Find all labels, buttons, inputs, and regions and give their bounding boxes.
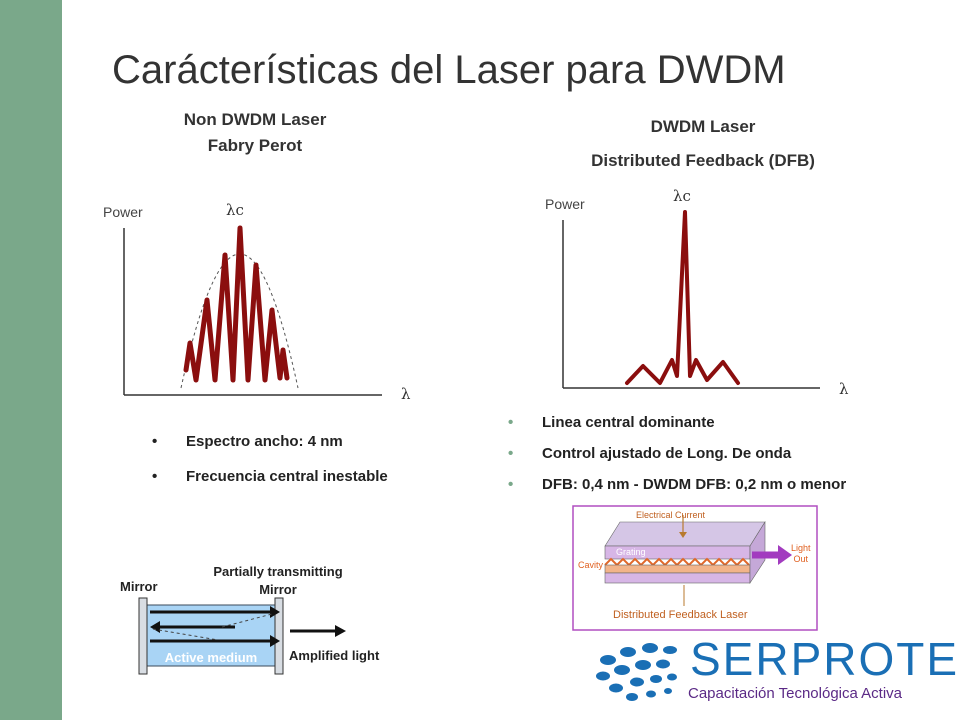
beam-top-arrow <box>270 606 280 618</box>
right-x-label: λ <box>839 380 849 398</box>
light-out-label: Light Out <box>791 543 811 565</box>
current-arrow-head <box>679 532 687 538</box>
left-heading-line1: Non DWDM Laser <box>183 110 327 129</box>
right-spectrum-line <box>625 210 740 385</box>
dashed-reflection-1 <box>221 613 273 628</box>
light-out-arrow-head <box>778 545 792 565</box>
logo-tagline: Capacitación Tecnológica Activa <box>688 685 903 702</box>
right-bullet-list: • Linea central dominante • Control ajusta… <box>508 414 846 507</box>
amplified-light-label: Amplified light <box>289 648 380 663</box>
list-item: • Control ajustado de Long. De onda <box>508 445 846 476</box>
left-x-label: λ <box>401 385 411 403</box>
right-y-label: Power <box>545 196 585 212</box>
left-heading: Non DWDM Laser Fabry Perot <box>150 107 360 159</box>
bullet-text: Espectro ancho: 4 nm <box>186 433 343 450</box>
bullet-dot: • <box>508 476 514 493</box>
list-item: • Linea central dominante <box>508 414 846 445</box>
bullet-text: Control ajustado de Long. De onda <box>542 445 792 462</box>
active-medium-label: Active medium <box>164 650 258 665</box>
bullet-text: Frecuencia central inestable <box>186 468 388 485</box>
list-item: • Frecuencia central inestable <box>152 468 388 503</box>
partial-mirror-line2: Mirror <box>259 582 297 597</box>
bullet-text: DFB: 0,4 nm - DWDM DFB: 0,2 nm o menor <box>542 476 847 493</box>
partial-mirror-line1: Partially transmitting <box>213 564 343 579</box>
sidebar-accent-bar <box>0 0 62 720</box>
left-bullet-list: • Espectro ancho: 4 nm • Frecuencia centra… <box>152 433 388 503</box>
beam-middle-arrow <box>150 621 160 633</box>
left-y-label: Power <box>103 204 143 220</box>
dfb-caption: Distributed Feedback Laser <box>613 609 748 621</box>
output-beam-arrow <box>335 625 346 637</box>
electrical-current-label: Electrical Current <box>636 510 706 520</box>
bullet-dot: • <box>508 414 514 431</box>
bullet-dot: • <box>152 433 158 450</box>
left-heading-line2: Fabry Perot <box>207 136 303 155</box>
logo-name: SERPROTEL <box>690 633 960 685</box>
right-heading: DWDM Laser Distributed Feedback (DFB) <box>548 110 858 178</box>
right-heading-line1: DWDM Laser <box>650 117 756 136</box>
right-peak-label: λc <box>673 187 691 205</box>
right-heading-line2: Distributed Feedback (DFB) <box>591 151 815 170</box>
mirror-label: Mirror <box>120 579 158 594</box>
bullet-dot: • <box>152 468 158 485</box>
left-spectrum-line <box>183 225 290 383</box>
bullet-dot: • <box>508 445 514 462</box>
light-out-line2: Out <box>793 554 809 564</box>
dashed-reflection-2 <box>152 628 219 641</box>
light-out-line1: Light <box>791 543 811 553</box>
left-peak-label: λc <box>226 201 244 219</box>
list-item: • DFB: 0,4 nm - DWDM DFB: 0,2 nm o menor <box>508 476 846 507</box>
right-mirror <box>274 597 284 675</box>
list-item: • Espectro ancho: 4 nm <box>152 433 388 468</box>
grating-label: Grating <box>616 547 646 557</box>
partial-mirror-label: Partially transmitting Mirror <box>188 563 368 599</box>
slide-title: Carácterísticas del Laser para DWDM <box>112 48 786 92</box>
beam-bottom-arrow <box>270 635 280 647</box>
cavity-label: Cavity <box>578 560 604 570</box>
bullet-text: Linea central dominante <box>542 414 715 431</box>
left-mirror <box>138 597 148 675</box>
